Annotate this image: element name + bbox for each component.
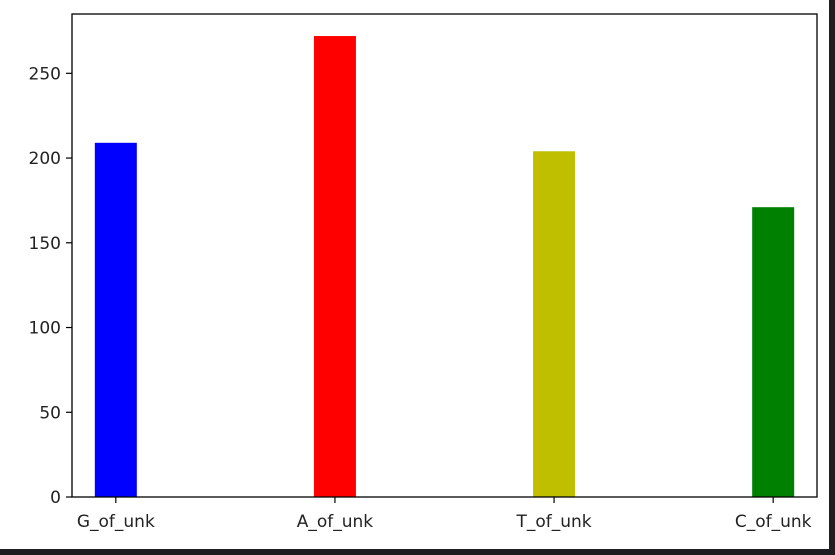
x-tick-label: G_of_unk <box>77 512 155 532</box>
bar-g-of-unk <box>94 142 137 498</box>
y-tick-label: 100 <box>29 319 61 339</box>
y-tick-label: 50 <box>39 403 61 423</box>
y-tick-label: 0 <box>50 488 61 508</box>
y-tick-label: 250 <box>29 64 61 84</box>
x-tick-label: T_of_unk <box>515 512 591 532</box>
x-tick-label: C_of_unk <box>735 512 812 532</box>
x-tick-label: A_of_unk <box>297 512 374 532</box>
bar-c-of-unk <box>752 207 795 497</box>
bar-a-of-unk <box>313 36 356 497</box>
plot-frame <box>71 13 818 498</box>
y-tick-label: 200 <box>29 149 61 169</box>
bar-t-of-unk <box>533 151 576 497</box>
y-tick-label: 150 <box>29 234 61 254</box>
